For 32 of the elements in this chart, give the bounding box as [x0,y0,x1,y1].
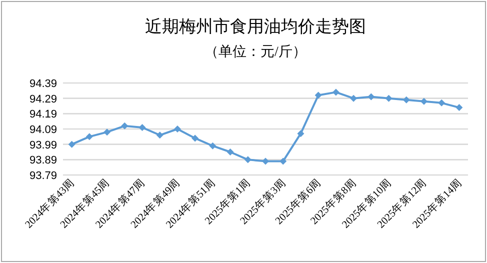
point [297,130,304,138]
point [192,134,199,142]
point [332,88,340,96]
point [121,122,128,130]
point [226,148,234,156]
point [350,94,358,102]
y-tick-label: 94.39 [29,78,57,90]
point [385,94,392,102]
point [68,140,76,148]
y-tick-label: 93.79 [29,170,57,182]
point [456,104,463,112]
point [156,132,164,139]
y-tick-label: 94.19 [29,108,57,121]
point [209,142,216,150]
point [86,133,93,140]
y-tick-label: 94.29 [29,93,57,106]
point [280,158,287,165]
chart-subtitle: （单位：元/斤） [204,44,306,60]
point [314,92,322,99]
point [244,156,252,164]
point [438,99,446,106]
y-tick-label: 94.09 [29,124,57,136]
point [104,128,111,136]
y-tick-label: 93.99 [29,139,57,152]
point [262,158,269,165]
point [368,93,375,100]
point [402,96,410,104]
point [420,98,428,105]
point [138,124,146,131]
point [174,126,181,132]
chart-title: 近期梅州市食用油均价走势图 [145,17,366,36]
y-tick-label: 93.89 [29,154,57,167]
